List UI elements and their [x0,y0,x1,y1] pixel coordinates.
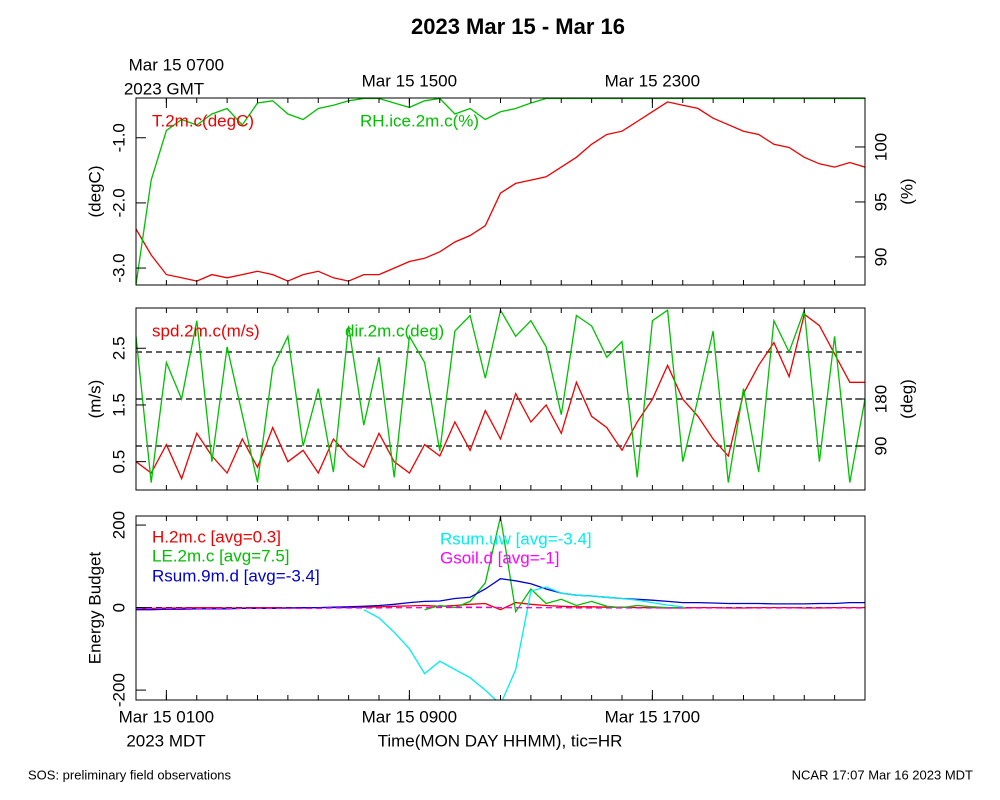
footer-right: NCAR 17:07 Mar 16 2023 MDT [792,767,973,782]
plot-area [136,516,865,700]
y-tick-label: -2.0 [109,188,128,217]
legend-label: LE.2m.c [avg=7.5] [152,546,290,565]
legend-label: RH.ice.2m.c(%) [360,111,479,130]
y2-tick-label: 100 [871,133,890,161]
x-tick-label: Mar 15 0900 [362,707,457,726]
series-line [424,516,683,614]
legend-label: Rsum.uw [avg=-3.4] [440,529,592,548]
y2-axis-label: (deg) [897,379,916,419]
x-tick-label: Mar 15 1700 [605,707,700,726]
y2-tick-label: 180 [871,385,890,413]
legend-label: dir.2m.c(deg) [345,321,444,340]
legend-label: T.2m.c(degC) [152,111,254,130]
y-axis-label: Energy Budget [85,551,104,664]
footer-left: SOS: preliminary field observations [28,767,232,782]
legend-label: H.2m.c [avg=0.3] [152,527,281,546]
y-tick-label: 0.5 [109,450,128,474]
y2-tick-label: 90 [871,437,890,456]
y-tick-label: 0 [109,603,128,612]
legend-label: spd.2m.c(m/s) [152,321,260,340]
x2-tick-label: Mar 15 2300 [605,71,700,90]
x2-tick-label: Mar 15 0700 [129,55,224,74]
y2-axis-label: (%) [897,178,916,204]
legend-label: Rsum.9m.d [avg=-3.4] [152,566,320,585]
series-line [136,101,865,282]
y-axis-label: (degC) [85,166,104,218]
x-axis-label: Time(MON DAY HHMM), tic=HR [378,731,623,750]
y-tick-label: 200 [109,511,128,539]
y-tick-label: -200 [109,673,128,707]
x-tick-label: Mar 15 0100 [119,707,214,726]
series-line [363,586,683,700]
y-tick-label: -1.0 [109,123,128,152]
y2-tick-label: 90 [871,247,890,266]
series-line [136,313,865,481]
y2-tick-label: 95 [871,192,890,211]
series-line [136,601,865,611]
x2-tick-label: Mar 15 1500 [362,71,457,90]
y-tick-label: -3.0 [109,253,128,282]
y-tick-label: 2.5 [109,336,128,360]
legend-label: Gsoil.d [avg=-1] [440,548,560,567]
x-sublabel: 2023 MDT [126,731,205,750]
chart-title: 2023 Mar 15 - Mar 16 [411,14,625,39]
series-line [136,606,865,610]
y-axis-label: (m/s) [85,380,104,419]
x2-sublabel: 2023 GMT [124,79,204,98]
y-tick-label: 1.5 [109,393,128,417]
